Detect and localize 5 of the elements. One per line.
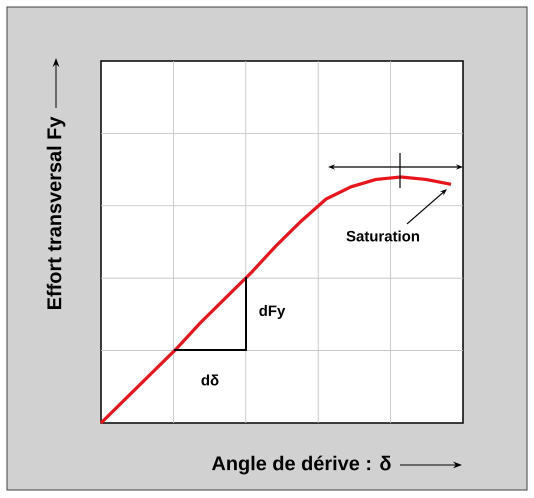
annotation: dδ [202, 374, 218, 386]
x-axis-title: Angle de dérive : δ [212, 456, 391, 474]
y-axis-title: Effort transversal Fy [46, 116, 66, 309]
annotation: dFy [259, 305, 286, 319]
annotation: Saturation [346, 230, 420, 242]
